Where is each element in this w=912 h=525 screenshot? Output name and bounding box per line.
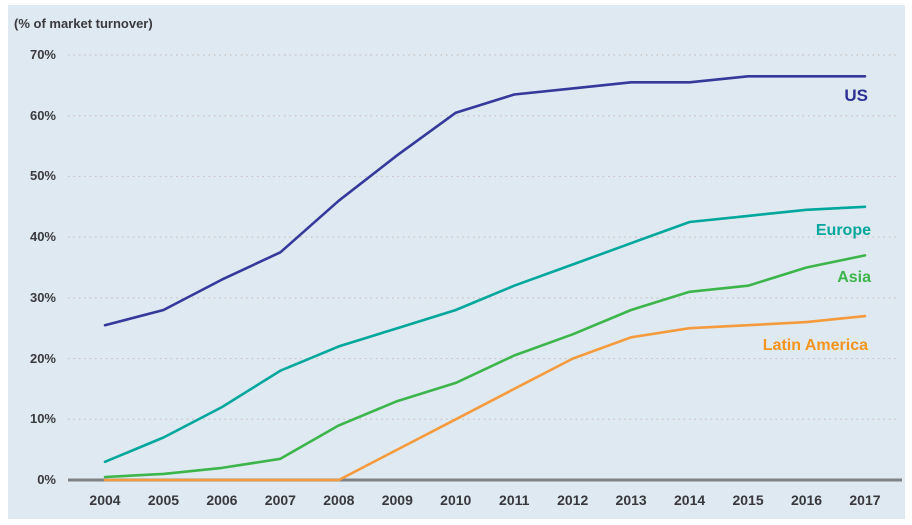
x-tick-label-2017: 2017: [849, 492, 881, 508]
x-tick-label-2010: 2010: [440, 492, 472, 508]
x-tick-label-2011: 2011: [499, 492, 530, 508]
x-tick-label-2009: 2009: [381, 492, 413, 508]
y-tick-label-40%: 40%: [29, 229, 56, 245]
x-tick-label-2006: 2006: [206, 492, 238, 508]
x-tick-label-2015: 2015: [732, 492, 764, 508]
x-tick-label-2007: 2007: [264, 492, 296, 508]
y-tick-label-20%: 20%: [29, 350, 56, 366]
x-tick-label-2014: 2014: [674, 492, 706, 508]
series-line-europe: [103, 205, 867, 464]
x-tick-label-2013: 2013: [615, 492, 647, 508]
series-line-asia: [103, 254, 867, 479]
plot-background: [8, 5, 905, 519]
y-tick-label-70%: 70%: [29, 47, 56, 62]
y-tick-label-10%: 10%: [29, 411, 56, 427]
series-line-us: [103, 75, 867, 327]
y-tick-label-50%: 50%: [29, 168, 56, 184]
series-label-europe: Europe: [815, 222, 871, 239]
x-tick-label-2008: 2008: [323, 492, 355, 508]
y-tick-label-30%: 30%: [29, 289, 56, 305]
x-tick-label-2004: 2004: [89, 492, 121, 508]
series-label-latin-america: Latin America: [762, 337, 868, 354]
series-line-latin-america: [103, 314, 867, 482]
y-tick-label-60%: 60%: [29, 107, 56, 123]
series-label-asia: Asia: [837, 269, 871, 286]
x-tick-label-2012: 2012: [557, 492, 589, 508]
x-tick-label-2005: 2005: [147, 492, 180, 508]
chart-title: (% of market turnover): [14, 16, 153, 31]
y-tick-label-0%: 0%: [37, 472, 56, 487]
series-label-us: US: [844, 86, 868, 105]
x-tick-label-2016: 2016: [790, 492, 823, 508]
